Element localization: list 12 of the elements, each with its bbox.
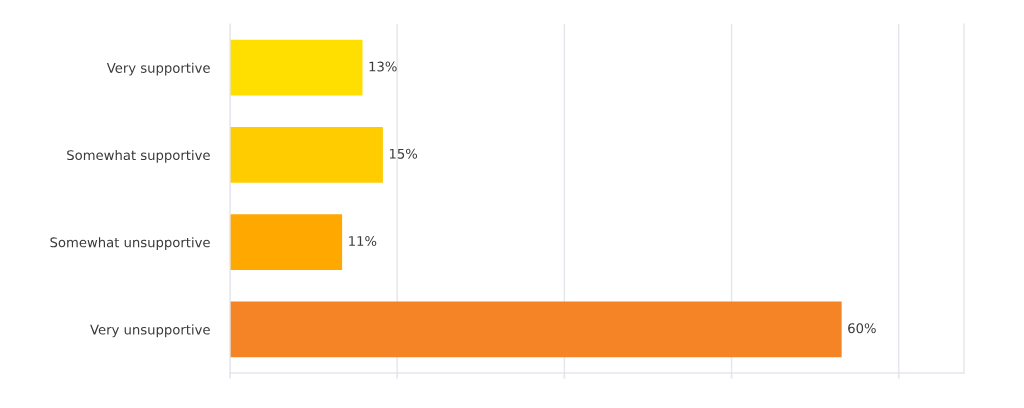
- data-label: 15%: [389, 148, 418, 159]
- data-label: 60%: [848, 323, 876, 334]
- y-tick-label: Somewhat unsupportive: [50, 237, 210, 250]
- y-tick-label: Somewhat supportive: [67, 149, 210, 163]
- data-label: 13%: [369, 61, 397, 72]
- y-tick-label: Very unsupportive: [90, 324, 210, 338]
- data-label: 11%: [349, 236, 377, 246]
- bar: [229, 214, 343, 271]
- bar: [229, 127, 383, 183]
- bar: [229, 39, 363, 96]
- y-tick-label: Very supportive: [106, 62, 210, 76]
- bar: [229, 301, 842, 358]
